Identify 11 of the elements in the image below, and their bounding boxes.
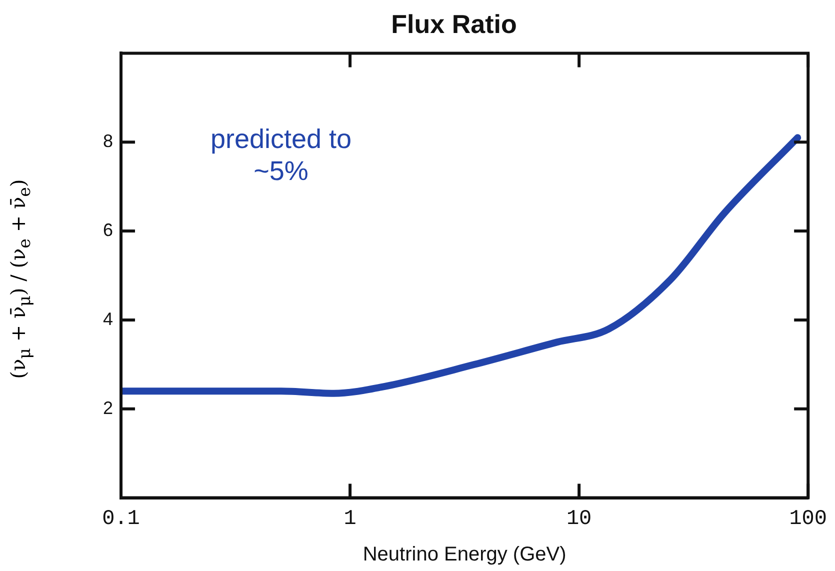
y-tick-label: 2 (102, 398, 114, 418)
chart-title: Flux Ratio (391, 8, 517, 39)
y-tick-label: 4 (102, 308, 114, 329)
x-axis-title: Neutrino Energy (GeV) (362, 544, 566, 566)
annotation: predicted to ~5% (210, 124, 352, 186)
x-tick-label: 10 (566, 508, 592, 531)
y-tick-label: 6 (102, 220, 114, 240)
x-tick-label: 1 (344, 508, 356, 531)
y-tick-label: 8 (102, 131, 114, 152)
x-tick-label: 0.1 (102, 508, 140, 531)
x-tick-label: 100 (789, 508, 828, 531)
